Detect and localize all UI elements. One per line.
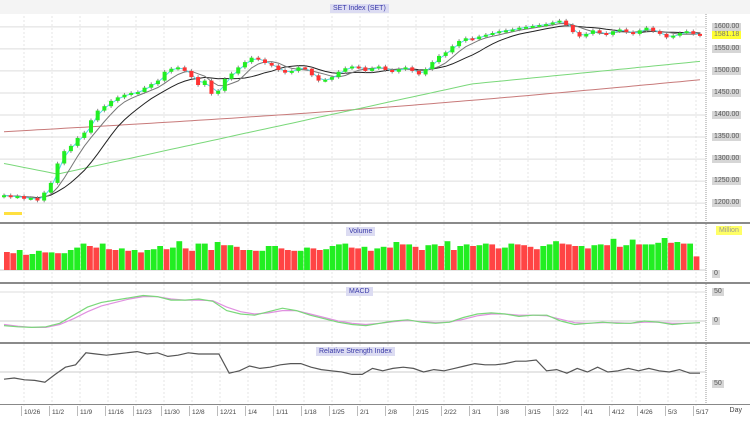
rsi-chart-canvas[interactable] bbox=[0, 344, 750, 406]
macd-chart-canvas[interactable] bbox=[0, 284, 750, 342]
date-label: 11/30 bbox=[161, 406, 180, 416]
date-label: 1/11 bbox=[272, 406, 289, 416]
price-y-tick: 1450.00 bbox=[712, 88, 742, 97]
date-label: 3/22 bbox=[553, 406, 569, 416]
date-label: 12/21 bbox=[216, 406, 237, 416]
timeframe-label[interactable]: Day bbox=[729, 407, 742, 414]
date-label: 3/1 bbox=[468, 406, 482, 416]
price-panel[interactable]: SET Index (SET) 1600.00 1550.00 1500.00 145… bbox=[0, 0, 750, 222]
date-label: 3/8 bbox=[496, 406, 510, 416]
date-label: 2/8 bbox=[384, 406, 398, 416]
volume-panel[interactable]: Volume 0 bbox=[0, 222, 750, 282]
date-label: 2/1 bbox=[356, 406, 370, 416]
price-y-tick: 1250.00 bbox=[712, 177, 742, 186]
date-label: 10/26 bbox=[20, 406, 41, 416]
price-y-tick: 1200.00 bbox=[712, 199, 742, 208]
volume-panel-title: Volume bbox=[346, 227, 376, 236]
date-label: 1/25 bbox=[329, 406, 345, 416]
date-label: 2/15 bbox=[413, 406, 429, 416]
price-chart-canvas[interactable] bbox=[0, 0, 750, 222]
date-label: 11/2 bbox=[48, 406, 65, 416]
rsi-y-tick-50: 50 bbox=[712, 380, 724, 388]
macd-y-tick-0: 0 bbox=[712, 317, 720, 325]
price-y-tick: 1550.00 bbox=[712, 44, 742, 53]
date-label: 5/3 bbox=[664, 406, 678, 416]
volume-chart-canvas[interactable] bbox=[0, 224, 750, 282]
date-x-axis bbox=[0, 404, 750, 422]
price-y-tick: 1500.00 bbox=[712, 66, 742, 75]
date-label: 11/16 bbox=[105, 406, 124, 416]
macd-panel-title: MACD bbox=[346, 287, 373, 296]
current-price-tag: 1581.18 bbox=[712, 31, 742, 40]
date-label: 11/9 bbox=[76, 406, 93, 416]
volume-unit-tag: Million bbox=[716, 226, 742, 235]
price-y-tick: 1400.00 bbox=[712, 111, 742, 119]
volume-y-tick-0: 0 bbox=[712, 270, 720, 278]
date-label: 1/4 bbox=[244, 406, 258, 416]
rsi-panel-title: Relative Strength Index bbox=[316, 347, 395, 356]
date-label: 4/12 bbox=[609, 406, 625, 416]
date-label: 1/18 bbox=[301, 406, 317, 416]
date-label: 11/23 bbox=[133, 406, 152, 416]
left-marker-tag bbox=[4, 212, 22, 215]
price-y-tick: 1350.00 bbox=[712, 133, 742, 142]
date-label: 12/8 bbox=[189, 406, 205, 416]
macd-y-tick-50: 50 bbox=[712, 288, 724, 296]
price-y-tick: 1600.00 bbox=[712, 22, 742, 31]
date-label: 5/17 bbox=[693, 406, 709, 416]
date-label: 2/22 bbox=[441, 406, 457, 416]
price-panel-title: SET Index (SET) bbox=[330, 4, 389, 13]
price-y-tick: 1300.00 bbox=[712, 155, 742, 164]
date-label: 4/1 bbox=[580, 406, 594, 416]
date-label: 3/15 bbox=[525, 406, 541, 416]
macd-panel[interactable]: MACD 50 0 bbox=[0, 282, 750, 342]
rsi-panel[interactable]: Relative Strength Index 50 bbox=[0, 342, 750, 406]
date-label: 4/26 bbox=[637, 406, 653, 416]
